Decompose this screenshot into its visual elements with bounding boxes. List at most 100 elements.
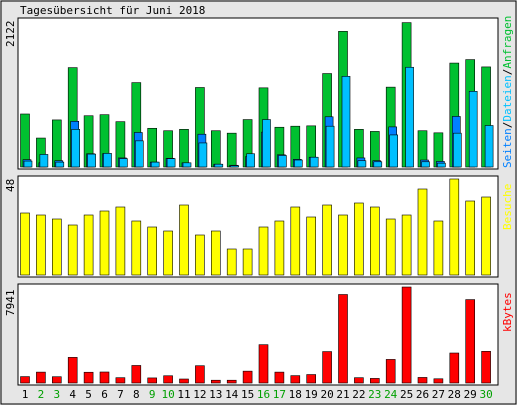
- dateien-bar-day-6: [103, 153, 112, 168]
- dateien-bar-day-2: [39, 154, 49, 168]
- besuche-bar-day-29: [465, 200, 476, 276]
- legend-dateien: Dateien: [501, 75, 514, 121]
- dateien-bar-day-23: [373, 161, 383, 168]
- day-label-20: 20: [320, 388, 333, 401]
- requests-bars: [20, 22, 494, 168]
- besuche-bar-day-21: [338, 214, 348, 276]
- day-label-26: 26: [416, 388, 429, 401]
- dateien-bar-day-10: [166, 158, 176, 168]
- kbytes-bar-day-10: [163, 375, 173, 384]
- dateien-bar-day-25: [405, 66, 414, 168]
- besuche-bar-day-12: [195, 234, 205, 276]
- anfragen-bar-day-11: [179, 129, 189, 168]
- dateien-bar-day-22: [357, 160, 367, 168]
- kbytes-bar-day-16: [258, 344, 269, 384]
- kbytes-bar-day-22: [354, 377, 364, 384]
- day-label-19: 19: [305, 388, 318, 401]
- dateien-bar-day-27: [437, 162, 446, 168]
- dateien-bar-day-17: [278, 155, 287, 168]
- kbytes-bar-day-5: [83, 371, 94, 384]
- kbytes-bar-day-12: [195, 365, 205, 384]
- besuche-bar-day-22: [354, 202, 364, 276]
- besuche-bar-day-5: [83, 214, 94, 276]
- day-label-4: 4: [69, 388, 76, 401]
- day-label-25: 25: [400, 388, 413, 401]
- day-label-11: 11: [177, 388, 190, 401]
- besuche-bar-day-9: [147, 226, 157, 276]
- dateien-bar-day-1: [23, 160, 33, 168]
- anfragen-bar-day-1: [20, 113, 30, 168]
- day-label-27: 27: [432, 388, 445, 401]
- dateien-bar-day-19: [309, 156, 319, 168]
- kbytes-bar-day-2: [36, 371, 46, 384]
- dateien-bar-day-4: [71, 129, 80, 168]
- kbytes-bar-day-11: [179, 378, 189, 384]
- day-label-2: 2: [38, 388, 45, 401]
- kbytes-bar-day-27: [433, 378, 444, 384]
- day-label-7: 7: [117, 388, 124, 401]
- kbytes-bar-day-7: [115, 377, 126, 384]
- kbytes-bar-day-6: [99, 371, 110, 384]
- chart-title: Tagesübersicht für Juni 2018: [20, 4, 205, 17]
- dateien-bar-day-3: [55, 161, 65, 168]
- day-label-28: 28: [448, 388, 461, 401]
- besuche-bar-day-8: [131, 220, 142, 276]
- kbytes-bar-day-19: [306, 374, 317, 384]
- besuche-bar-day-27: [433, 220, 444, 276]
- top-max-label: 2122: [4, 21, 17, 48]
- kbytes-bar-day-9: [147, 377, 157, 384]
- dateien-bar-day-5: [87, 153, 96, 168]
- besuche-bar-day-10: [163, 230, 173, 276]
- legend-anfragen: Anfragen: [501, 16, 514, 69]
- kbytes-bar-day-15: [242, 370, 253, 384]
- dateien-bar-day-8: [135, 140, 144, 168]
- day-label-30: 30: [479, 388, 492, 401]
- day-label-13: 13: [209, 388, 222, 401]
- day-label-10: 10: [161, 388, 174, 401]
- legend-kbytes: kBytes: [501, 292, 514, 332]
- dateien-bar-day-26: [421, 161, 430, 168]
- day-label-1: 1: [22, 388, 29, 401]
- dateien-bar-day-24: [389, 134, 399, 168]
- anfragen-bar-day-3: [51, 119, 62, 168]
- kbytes-bar-day-25: [401, 286, 412, 384]
- besuche-bar-day-24: [385, 218, 396, 276]
- besuche-bar-day-18: [290, 206, 301, 276]
- day-label-3: 3: [53, 388, 60, 401]
- besuche-bar-day-19: [306, 216, 317, 276]
- day-label-5: 5: [85, 388, 92, 401]
- day-label-29: 29: [464, 388, 477, 401]
- day-label-14: 14: [225, 388, 239, 401]
- day-label-22: 22: [352, 388, 365, 401]
- legend-seiten: Seiten: [501, 128, 514, 168]
- dateien-bar-day-9: [150, 161, 160, 168]
- besuche-bar-day-28: [449, 178, 460, 276]
- visits-bars: [20, 178, 491, 276]
- kbytes-bars: [20, 286, 491, 384]
- dateien-bar-day-16: [262, 119, 271, 168]
- anfragen-bar-day-14: [226, 132, 237, 168]
- dateien-bar-day-12: [198, 142, 208, 168]
- day-label-15: 15: [241, 388, 254, 401]
- day-label-8: 8: [133, 388, 140, 401]
- kbytes-bar-day-14: [226, 379, 237, 384]
- besuche-bar-day-13: [211, 230, 221, 276]
- top-legend: Seiten/Dateien/Anfragen: [501, 16, 514, 168]
- middle-max-label: 48: [4, 179, 17, 192]
- kbytes-bar-day-21: [338, 294, 348, 384]
- besuche-bar-day-16: [258, 226, 269, 276]
- dateien-bar-day-7: [119, 158, 128, 168]
- day-labels: 1 2 3 4 5 6 7 8 9 10 11 12 13 14 15 16 17 18 19 20 21 22 23 24 2…: [22, 388, 493, 401]
- besuche-bar-day-23: [369, 206, 380, 276]
- kbytes-bar-day-13: [211, 379, 221, 384]
- anfragen-bar-day-13: [211, 130, 221, 168]
- anfragen-bar-day-9: [147, 127, 157, 168]
- kbytes-bar-day-28: [449, 352, 460, 384]
- day-label-24: 24: [384, 388, 398, 401]
- besuche-bar-day-15: [242, 248, 253, 276]
- day-label-12: 12: [193, 388, 206, 401]
- besuche-bar-day-17: [274, 220, 285, 276]
- besuche-bar-day-3: [51, 218, 62, 276]
